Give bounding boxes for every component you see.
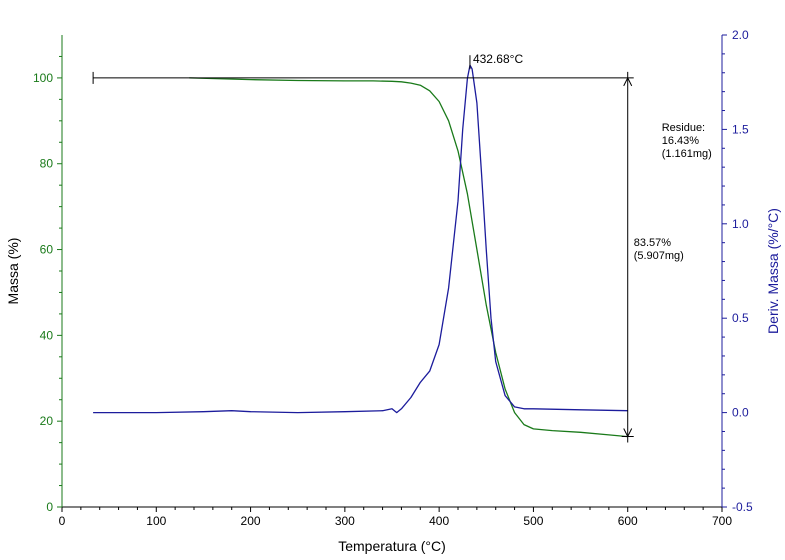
y-right-tick-label: 0.5 xyxy=(732,311,749,325)
axes: 0 100 200 300 400 500 600 700 0 20 40 60 80 100 -0.5 0.… xyxy=(33,28,753,528)
x-tick-label: 300 xyxy=(335,514,355,528)
y-left-tick-label: 40 xyxy=(40,328,54,342)
mass-loss-percent: 83.57% xyxy=(634,237,672,249)
peak-label: 432.68°C xyxy=(473,52,524,66)
y-right-tick-label: 1.5 xyxy=(732,122,749,136)
x-tick-label: 700 xyxy=(712,514,732,528)
residue-title: Residue: xyxy=(662,122,705,134)
annotations-layer: 432.68°C 83.57% (5.907mg) Residue: 16.43… xyxy=(92,52,712,443)
residue-percent: 16.43% xyxy=(662,135,700,147)
x-tick-label: 200 xyxy=(241,514,261,528)
arrow-up-icon xyxy=(623,76,633,87)
derivative-curve xyxy=(93,64,628,414)
y-right-tick-label: 0.0 xyxy=(732,406,749,420)
x-tick-label: 400 xyxy=(429,514,449,528)
y-axis-left-label: Massa (%) xyxy=(5,238,21,305)
mass-loss-mass: (5.907mg) xyxy=(634,250,684,262)
y-right-tick-label: 2.0 xyxy=(732,28,749,42)
x-tick-label: 0 xyxy=(59,514,66,528)
y-left-tick-label: 20 xyxy=(40,414,54,428)
y-right-tick-label: -0.5 xyxy=(732,500,753,514)
y-axis-right-label: Deriv. Massa (%/°C) xyxy=(765,208,781,334)
x-axis-label: Temperatura (°C) xyxy=(338,538,446,554)
mass-curve xyxy=(189,77,628,438)
y-right-tick-label: 1.0 xyxy=(732,217,749,231)
x-tick-label: 600 xyxy=(618,514,638,528)
y-left-tick-label: 100 xyxy=(33,71,53,85)
x-tick-label: 100 xyxy=(146,514,166,528)
y-left-tick-label: 60 xyxy=(40,243,54,257)
y-left-tick-label: 0 xyxy=(46,500,53,514)
x-tick-label: 500 xyxy=(523,514,543,528)
series-layer xyxy=(93,64,628,438)
arrow-down-icon xyxy=(623,428,633,438)
residue-mass: (1.161mg) xyxy=(662,148,712,160)
y-left-tick-label: 80 xyxy=(40,157,54,171)
